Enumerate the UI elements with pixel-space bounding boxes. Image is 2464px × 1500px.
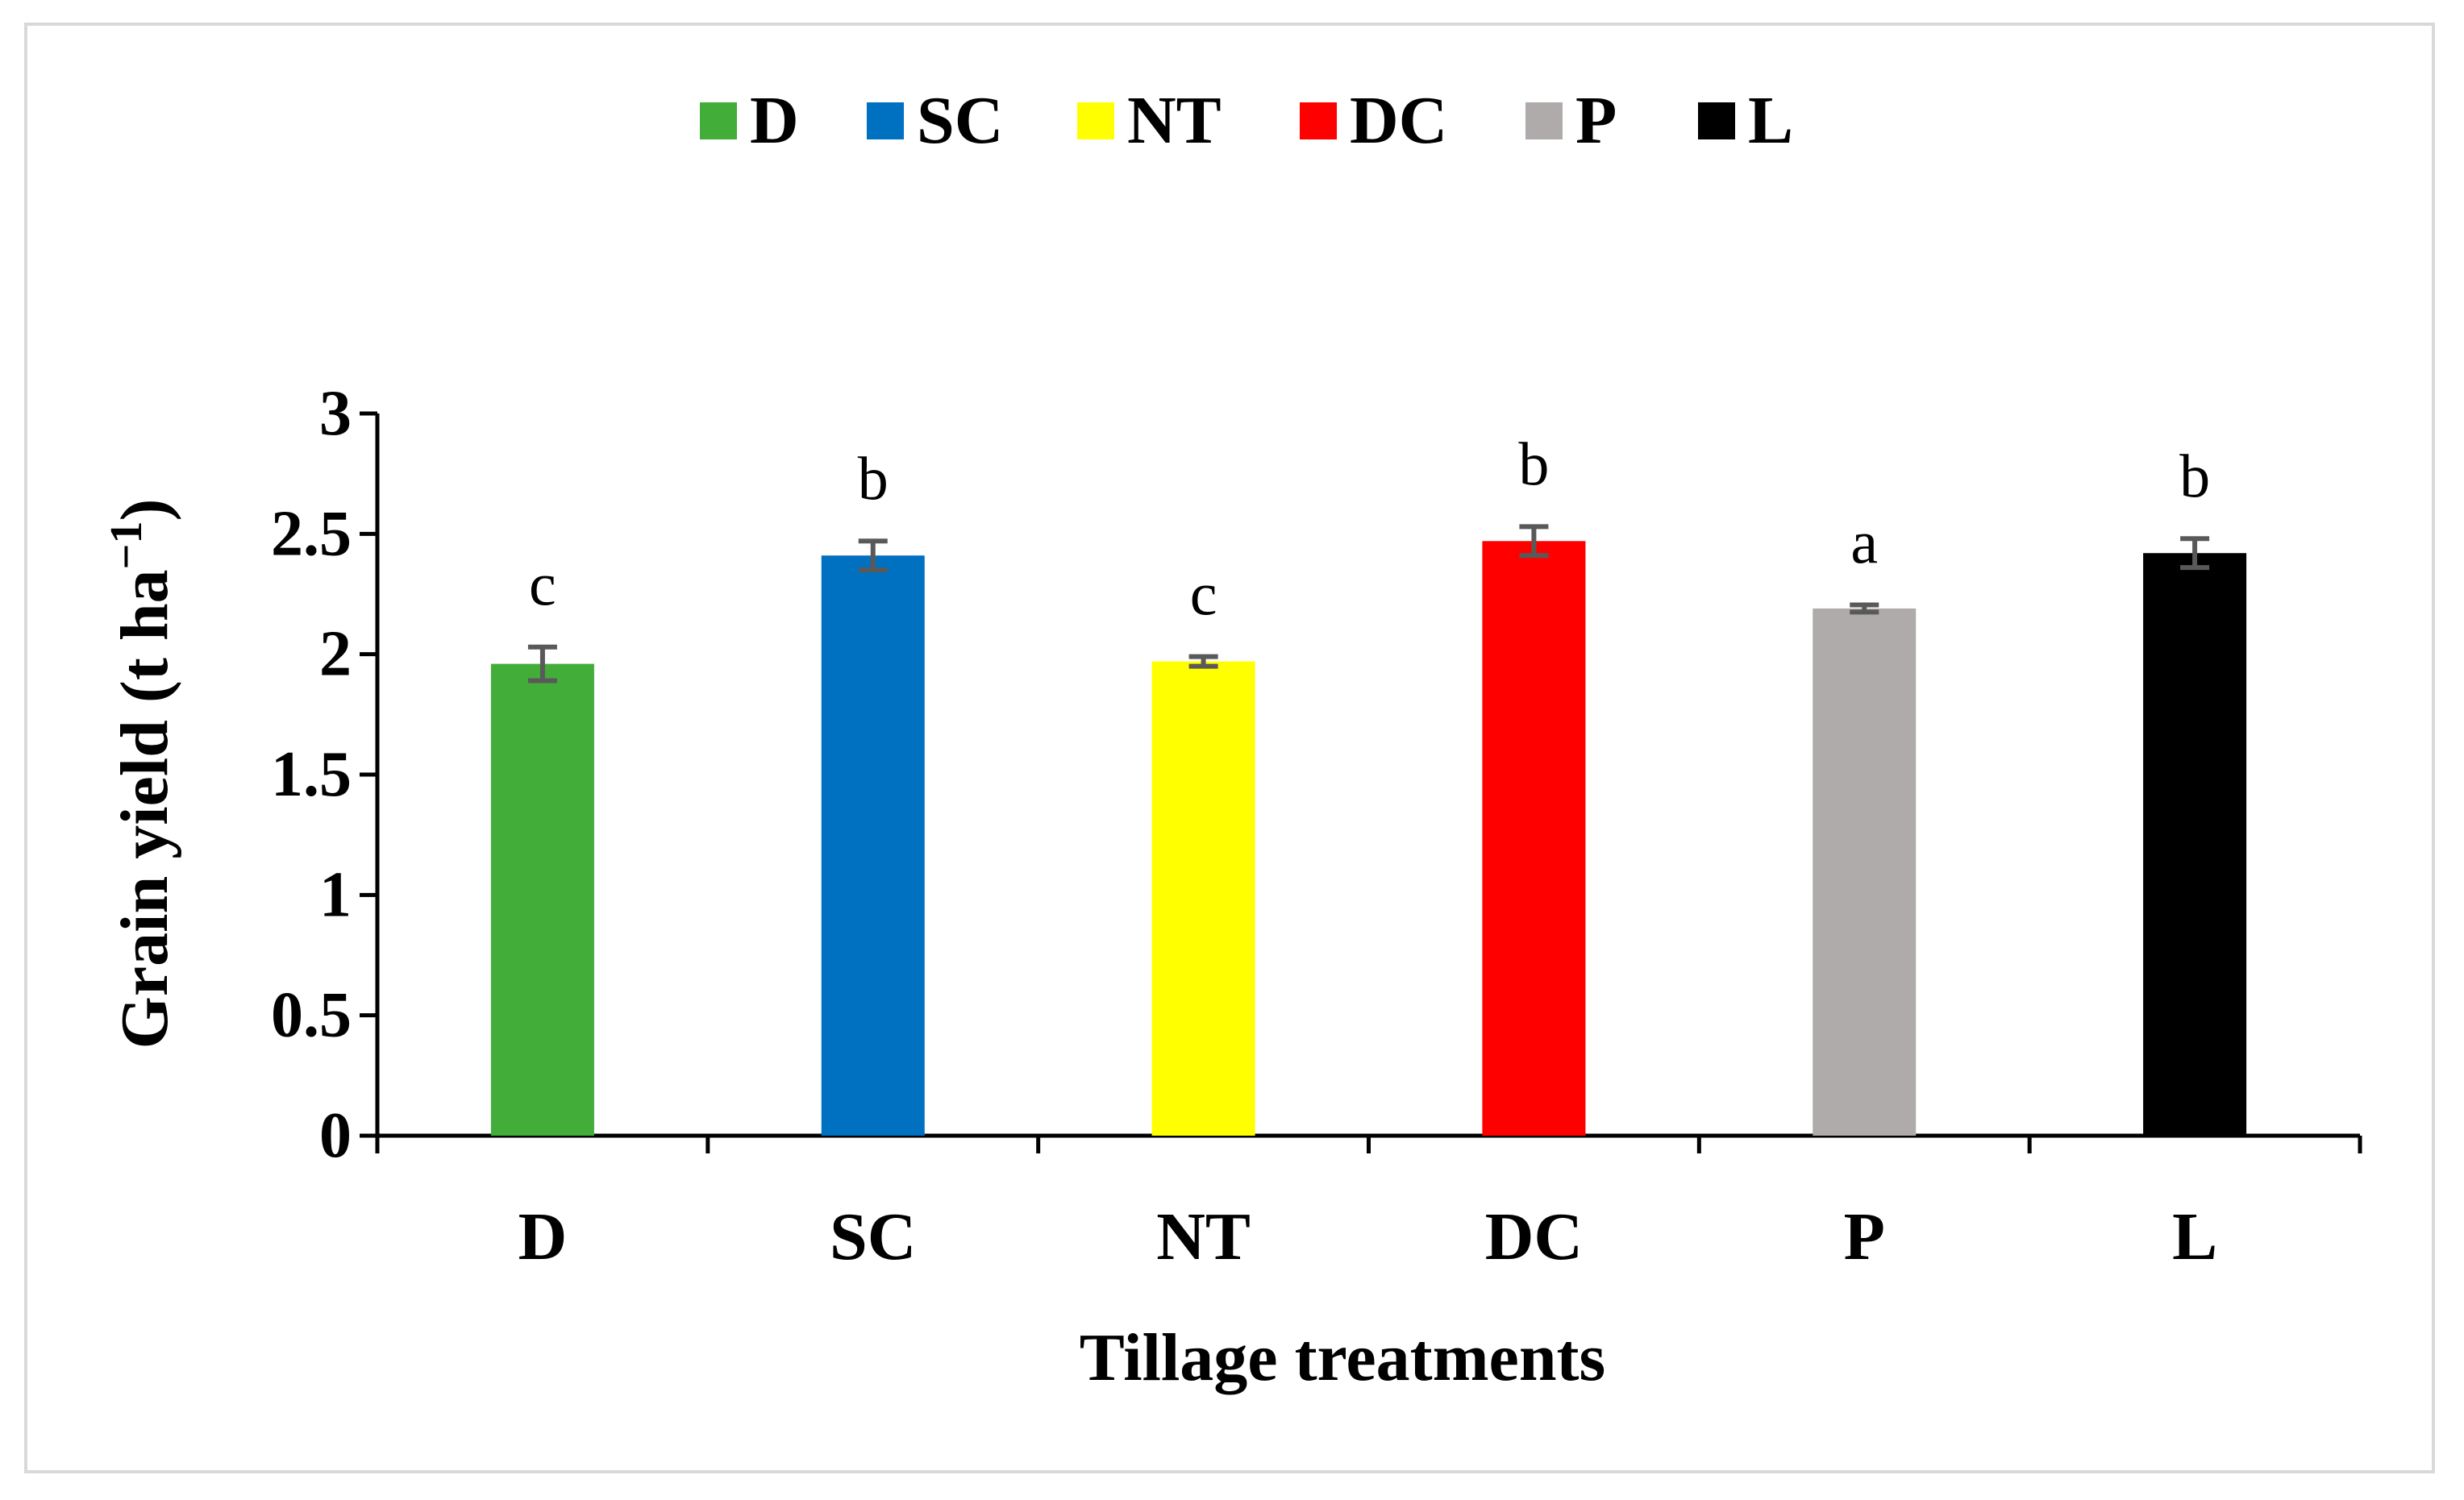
significance-letter: c — [1190, 561, 1217, 629]
x-axis-title: Tillage treatments — [1080, 1320, 1605, 1395]
x-tick-label-d: D — [518, 1199, 568, 1274]
legend-label-nt: NT — [1127, 83, 1222, 158]
bar-p — [1813, 608, 1917, 1136]
bar-l — [2143, 553, 2247, 1136]
legend-swatch-nt — [1077, 102, 1114, 139]
bar-sc — [821, 555, 925, 1136]
y-tick-label: 3 — [319, 378, 352, 449]
y-tick-label: 2 — [319, 619, 352, 690]
x-tick-label-l: L — [2172, 1199, 2217, 1274]
legend-swatch-sc — [867, 102, 904, 139]
legend-swatch-dc — [1300, 102, 1337, 139]
bar-dc — [1482, 541, 1586, 1136]
significance-letter: c — [529, 551, 556, 619]
significance-letter: b — [1518, 430, 1549, 498]
legend-swatch-p — [1525, 102, 1563, 139]
y-axis-title-superscript: −1 — [102, 521, 152, 570]
legend-label-sc: SC — [917, 83, 1003, 158]
significance-letter: a — [1850, 509, 1878, 576]
legend-swatch-d — [700, 102, 737, 139]
bars — [490, 541, 2247, 1136]
significance-letters: c b c b a b — [529, 430, 2210, 628]
legend: D SC NT DC P L — [700, 83, 1793, 158]
y-tick-label: 1 — [319, 859, 352, 930]
significance-letter: b — [858, 445, 889, 513]
legend-label-d: D — [750, 83, 799, 158]
x-axis: D SC NT DC P L — [375, 1133, 2362, 1274]
x-tick-label-sc: SC — [830, 1199, 916, 1274]
error-bars — [527, 524, 2210, 684]
y-tick-label: 1.5 — [271, 739, 352, 810]
y-axis-title-close: ) — [107, 499, 182, 521]
significance-letter: b — [2179, 443, 2210, 510]
bar-d — [490, 663, 594, 1136]
y-axis-title: Grain yield (t ha−1) — [102, 499, 182, 1049]
legend-swatch-l — [1698, 102, 1735, 139]
x-tick-label-nt: NT — [1156, 1199, 1251, 1274]
y-axis-title-main: Grain yield (t ha — [107, 569, 182, 1049]
x-tick-label-p: P — [1844, 1199, 1885, 1274]
y-tick-label: 0.5 — [271, 980, 352, 1051]
x-tick-label-dc: DC — [1485, 1199, 1583, 1274]
y-tick-label: 0 — [319, 1100, 352, 1171]
legend-label-p: P — [1575, 83, 1617, 158]
bar-nt — [1151, 661, 1255, 1136]
legend-label-l: L — [1748, 83, 1793, 158]
y-axis: 0 0.5 1 1.5 2 2.5 3 — [271, 378, 380, 1171]
legend-label-dc: DC — [1350, 83, 1447, 158]
y-tick-label: 2.5 — [271, 498, 352, 569]
